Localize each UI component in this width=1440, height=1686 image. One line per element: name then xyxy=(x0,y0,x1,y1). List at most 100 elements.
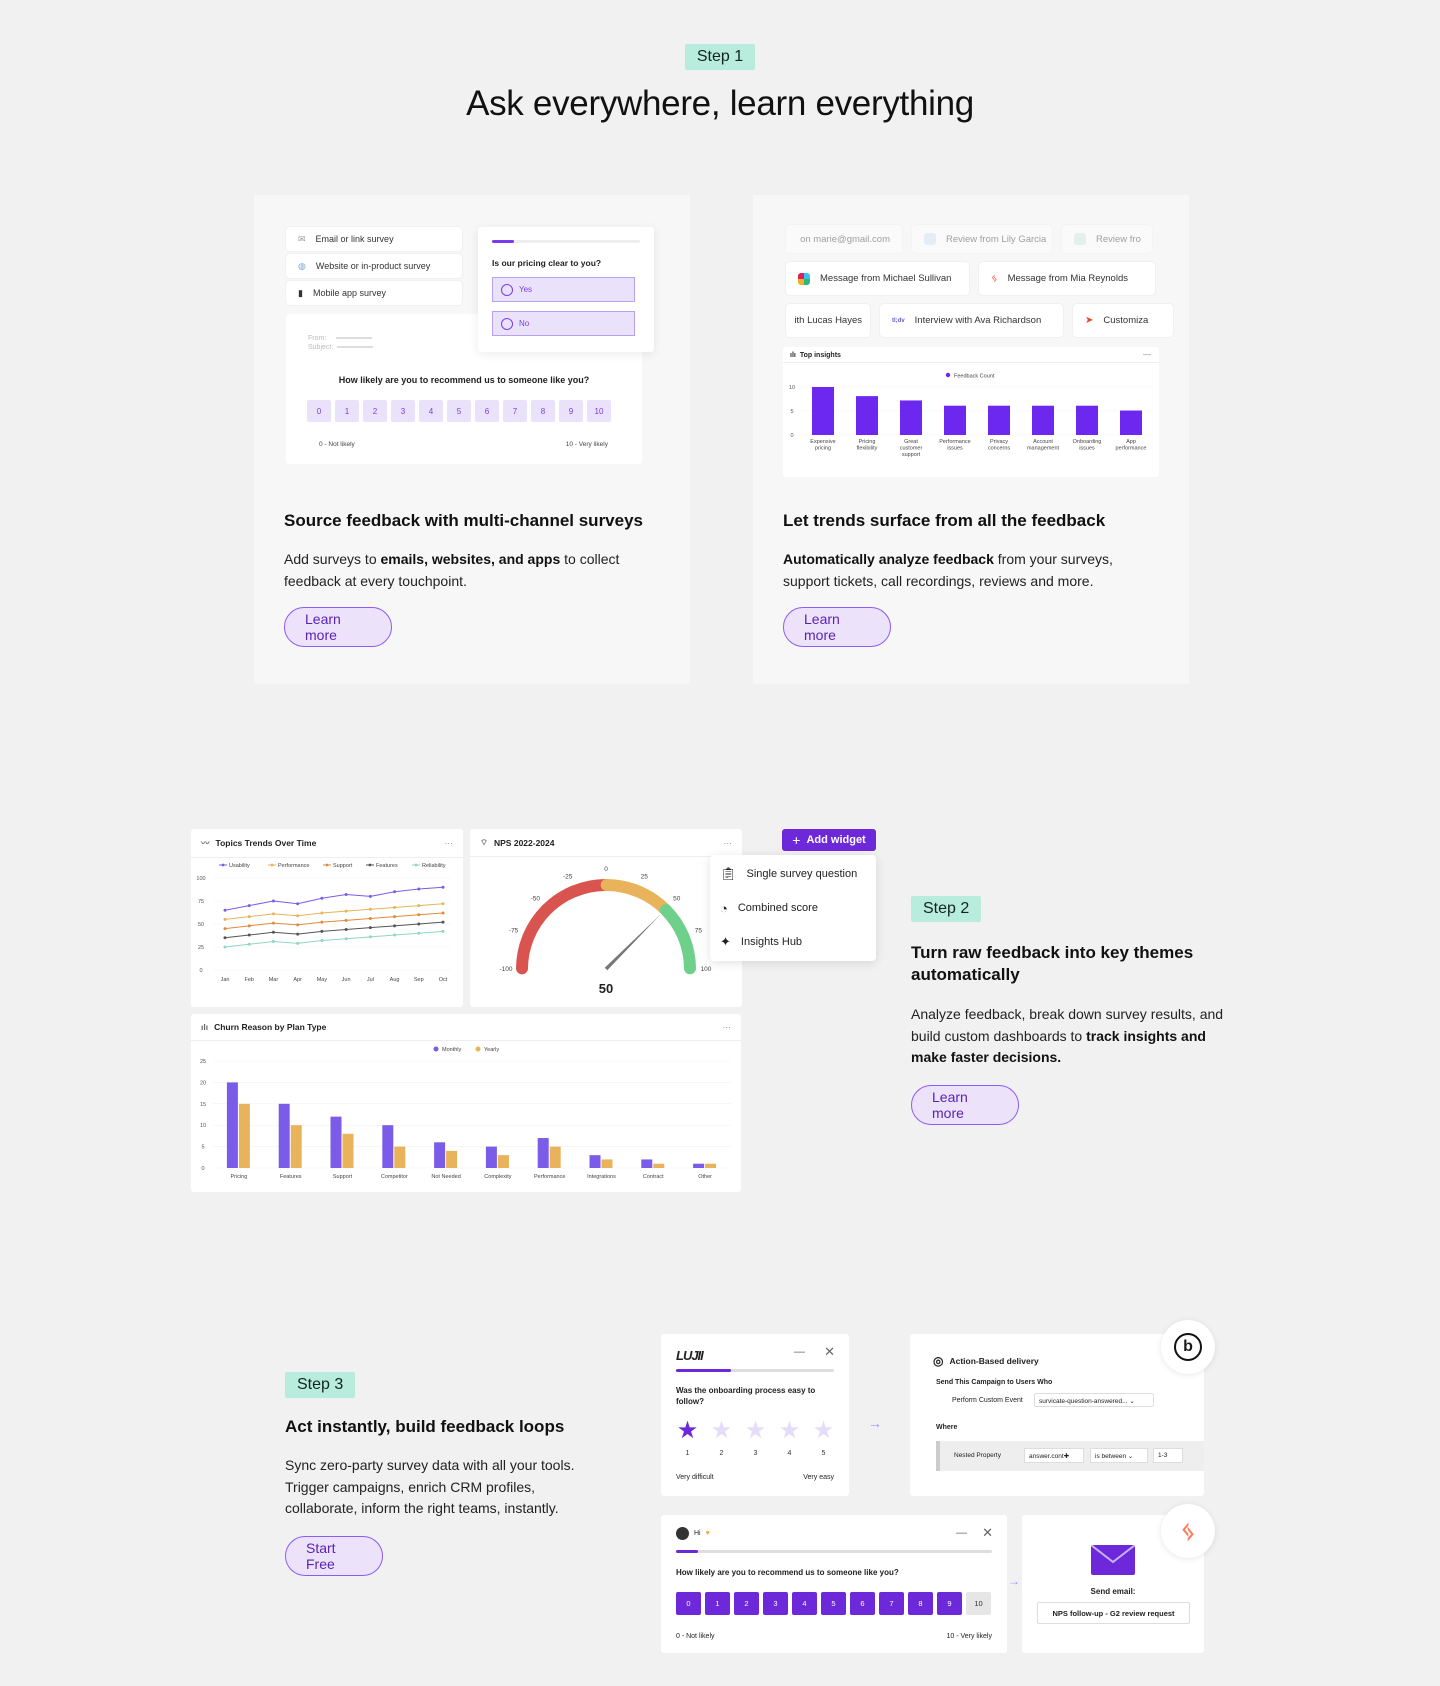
card-description: Automatically analyze feedback from your… xyxy=(783,551,1113,589)
data-point xyxy=(271,899,275,903)
scale-option[interactable]: 7 xyxy=(879,1592,904,1615)
scale-option[interactable]: 5 xyxy=(821,1592,846,1615)
nps-widget: ⌔ NPS 2022-2024 ··· -100 -75 -50 -25 0 25 50 75 10… xyxy=(470,829,742,1007)
star-option[interactable]: ★ 1 xyxy=(676,1419,699,1458)
data-point xyxy=(368,935,372,939)
scale-option[interactable]: 8 xyxy=(531,400,555,422)
more-icon[interactable]: ··· xyxy=(723,837,733,848)
bar xyxy=(278,1103,290,1168)
radio-icon xyxy=(501,283,513,296)
more-icon[interactable]: ··· xyxy=(722,1022,732,1032)
scale-option[interactable]: 4 xyxy=(792,1592,817,1615)
close-icon[interactable]: ✕ xyxy=(982,1525,993,1540)
scale-option[interactable]: 3 xyxy=(391,400,415,422)
legend-marker xyxy=(325,863,329,867)
card-multichannel-surveys: ✉ Email or link survey ◍ Website or in-p… xyxy=(254,195,690,684)
popup-option-yes[interactable]: Yes xyxy=(492,277,635,302)
bar xyxy=(856,396,878,435)
star-option[interactable]: ★ 2 xyxy=(710,1419,733,1458)
star-rating: ★ 1 ★ 2 ★ 3 ★ 4 ★ 5 xyxy=(676,1417,835,1458)
scale-option[interactable]: 7 xyxy=(503,400,527,422)
widget-menu-icon[interactable]: — xyxy=(1143,350,1151,359)
channel-mobile: ▮ Mobile app survey xyxy=(286,281,462,305)
scale-option[interactable]: 2 xyxy=(734,1592,759,1615)
x-tick-label: Complexity xyxy=(484,1174,511,1180)
star-option[interactable]: ★ 3 xyxy=(744,1419,767,1458)
event-select[interactable]: survicate-question-answered... ⌄ xyxy=(1034,1393,1154,1407)
learn-more-button[interactable]: Learn more xyxy=(911,1084,1019,1125)
scale-option[interactable]: 1 xyxy=(335,400,359,422)
add-widget-button[interactable]: + Add widget xyxy=(782,829,876,851)
y-tick-label: 50 xyxy=(198,922,204,928)
scale-option[interactable]: 0 xyxy=(676,1592,701,1615)
minimize-icon[interactable]: — xyxy=(956,1527,967,1539)
minimize-icon[interactable]: — xyxy=(794,1346,805,1358)
scale-option[interactable]: 10 xyxy=(587,400,611,422)
scale-option[interactable]: 3 xyxy=(763,1592,788,1615)
bar xyxy=(549,1146,561,1168)
range-input[interactable]: 1-3 xyxy=(1153,1448,1183,1463)
menu-single-survey-question[interactable]: 📋︎ Single survey question xyxy=(720,866,858,881)
condition-select[interactable]: is between ⌄ xyxy=(1090,1448,1148,1463)
zendesk-icon: ➤ xyxy=(1085,315,1094,326)
y-tick-label: 25 xyxy=(200,1059,206,1065)
subject-label: Subject: xyxy=(308,344,334,351)
scale-option[interactable]: 10 xyxy=(966,1592,991,1615)
widget-header: 〰 Topics Trends Over Time ··· xyxy=(191,829,463,858)
data-point xyxy=(271,930,275,934)
delivery-title: ◎ Action-Based delivery xyxy=(933,1354,1039,1368)
scale-option[interactable]: 6 xyxy=(475,400,499,422)
more-icon[interactable]: ··· xyxy=(444,838,454,848)
legend-label: Support xyxy=(333,863,353,869)
survey-progress xyxy=(676,1369,834,1372)
learn-more-button[interactable]: Learn more xyxy=(783,607,891,647)
menu-combined-score[interactable]: ◔ Combined score xyxy=(720,900,818,916)
y-tick-label: 75 xyxy=(198,899,204,905)
scale-option[interactable]: 2 xyxy=(363,400,387,422)
legend-label: Feedback Count xyxy=(954,374,995,380)
x-tick-label: Expensive xyxy=(810,439,835,445)
x-tick-label: Competitor xyxy=(381,1174,408,1180)
data-point xyxy=(441,929,445,933)
scale-option[interactable]: 5 xyxy=(447,400,471,422)
nps-scale: 0 1 2 3 4 5 6 7 8 9 10 xyxy=(676,1592,991,1615)
scale-option[interactable]: 1 xyxy=(705,1592,730,1615)
target-icon: ◎ xyxy=(933,1354,944,1368)
scale-option[interactable]: 8 xyxy=(908,1592,933,1615)
x-tick-label: App xyxy=(1126,439,1136,445)
data-point xyxy=(271,921,275,925)
scale-option[interactable]: 0 xyxy=(307,400,331,422)
where-label: Where xyxy=(936,1424,958,1431)
star-option[interactable]: ★ 5 xyxy=(812,1419,835,1458)
scale-option[interactable]: 9 xyxy=(937,1592,962,1615)
scale-option[interactable]: 4 xyxy=(419,400,443,422)
survey-greeting: Hi ♥ xyxy=(676,1527,710,1540)
start-free-button[interactable]: Start Free xyxy=(285,1535,383,1576)
data-point xyxy=(441,911,445,915)
star-option[interactable]: ★ 4 xyxy=(778,1417,801,1458)
popup-option-no[interactable]: No xyxy=(492,311,635,336)
menu-insights-hub[interactable]: ✦ Insights Hub xyxy=(720,934,803,949)
x-tick-label: issues xyxy=(947,446,963,452)
scale-option[interactable]: 9 xyxy=(559,400,583,422)
learn-more-button[interactable]: Learn more xyxy=(284,607,392,647)
legend-label: Reliability xyxy=(422,863,446,869)
step1-tag: Step 1 xyxy=(684,44,756,70)
star-icon: ★ xyxy=(778,1417,801,1444)
property-value-input[interactable]: answer.cont✚ xyxy=(1024,1448,1084,1463)
sources-row-3: ith Lucas Hayes tl;dv Interview with Ava … xyxy=(786,304,1173,337)
legend-marker xyxy=(368,863,372,867)
star-label: 5 xyxy=(821,1450,826,1457)
legend-label: Features xyxy=(376,863,398,869)
data-point xyxy=(368,894,372,898)
scale-option[interactable]: 6 xyxy=(850,1592,875,1615)
data-point xyxy=(271,939,275,943)
channel-label: Mobile app survey xyxy=(312,288,386,298)
y-tick-label: 15 xyxy=(200,1102,206,1108)
close-icon[interactable]: ✕ xyxy=(824,1344,835,1359)
x-tick-label: Contract xyxy=(643,1174,664,1180)
data-point xyxy=(296,941,300,945)
plus-icon: + xyxy=(792,832,801,848)
gauge-segment xyxy=(568,879,612,898)
email-template-select[interactable]: NPS follow-up - G2 review request xyxy=(1037,1602,1190,1624)
